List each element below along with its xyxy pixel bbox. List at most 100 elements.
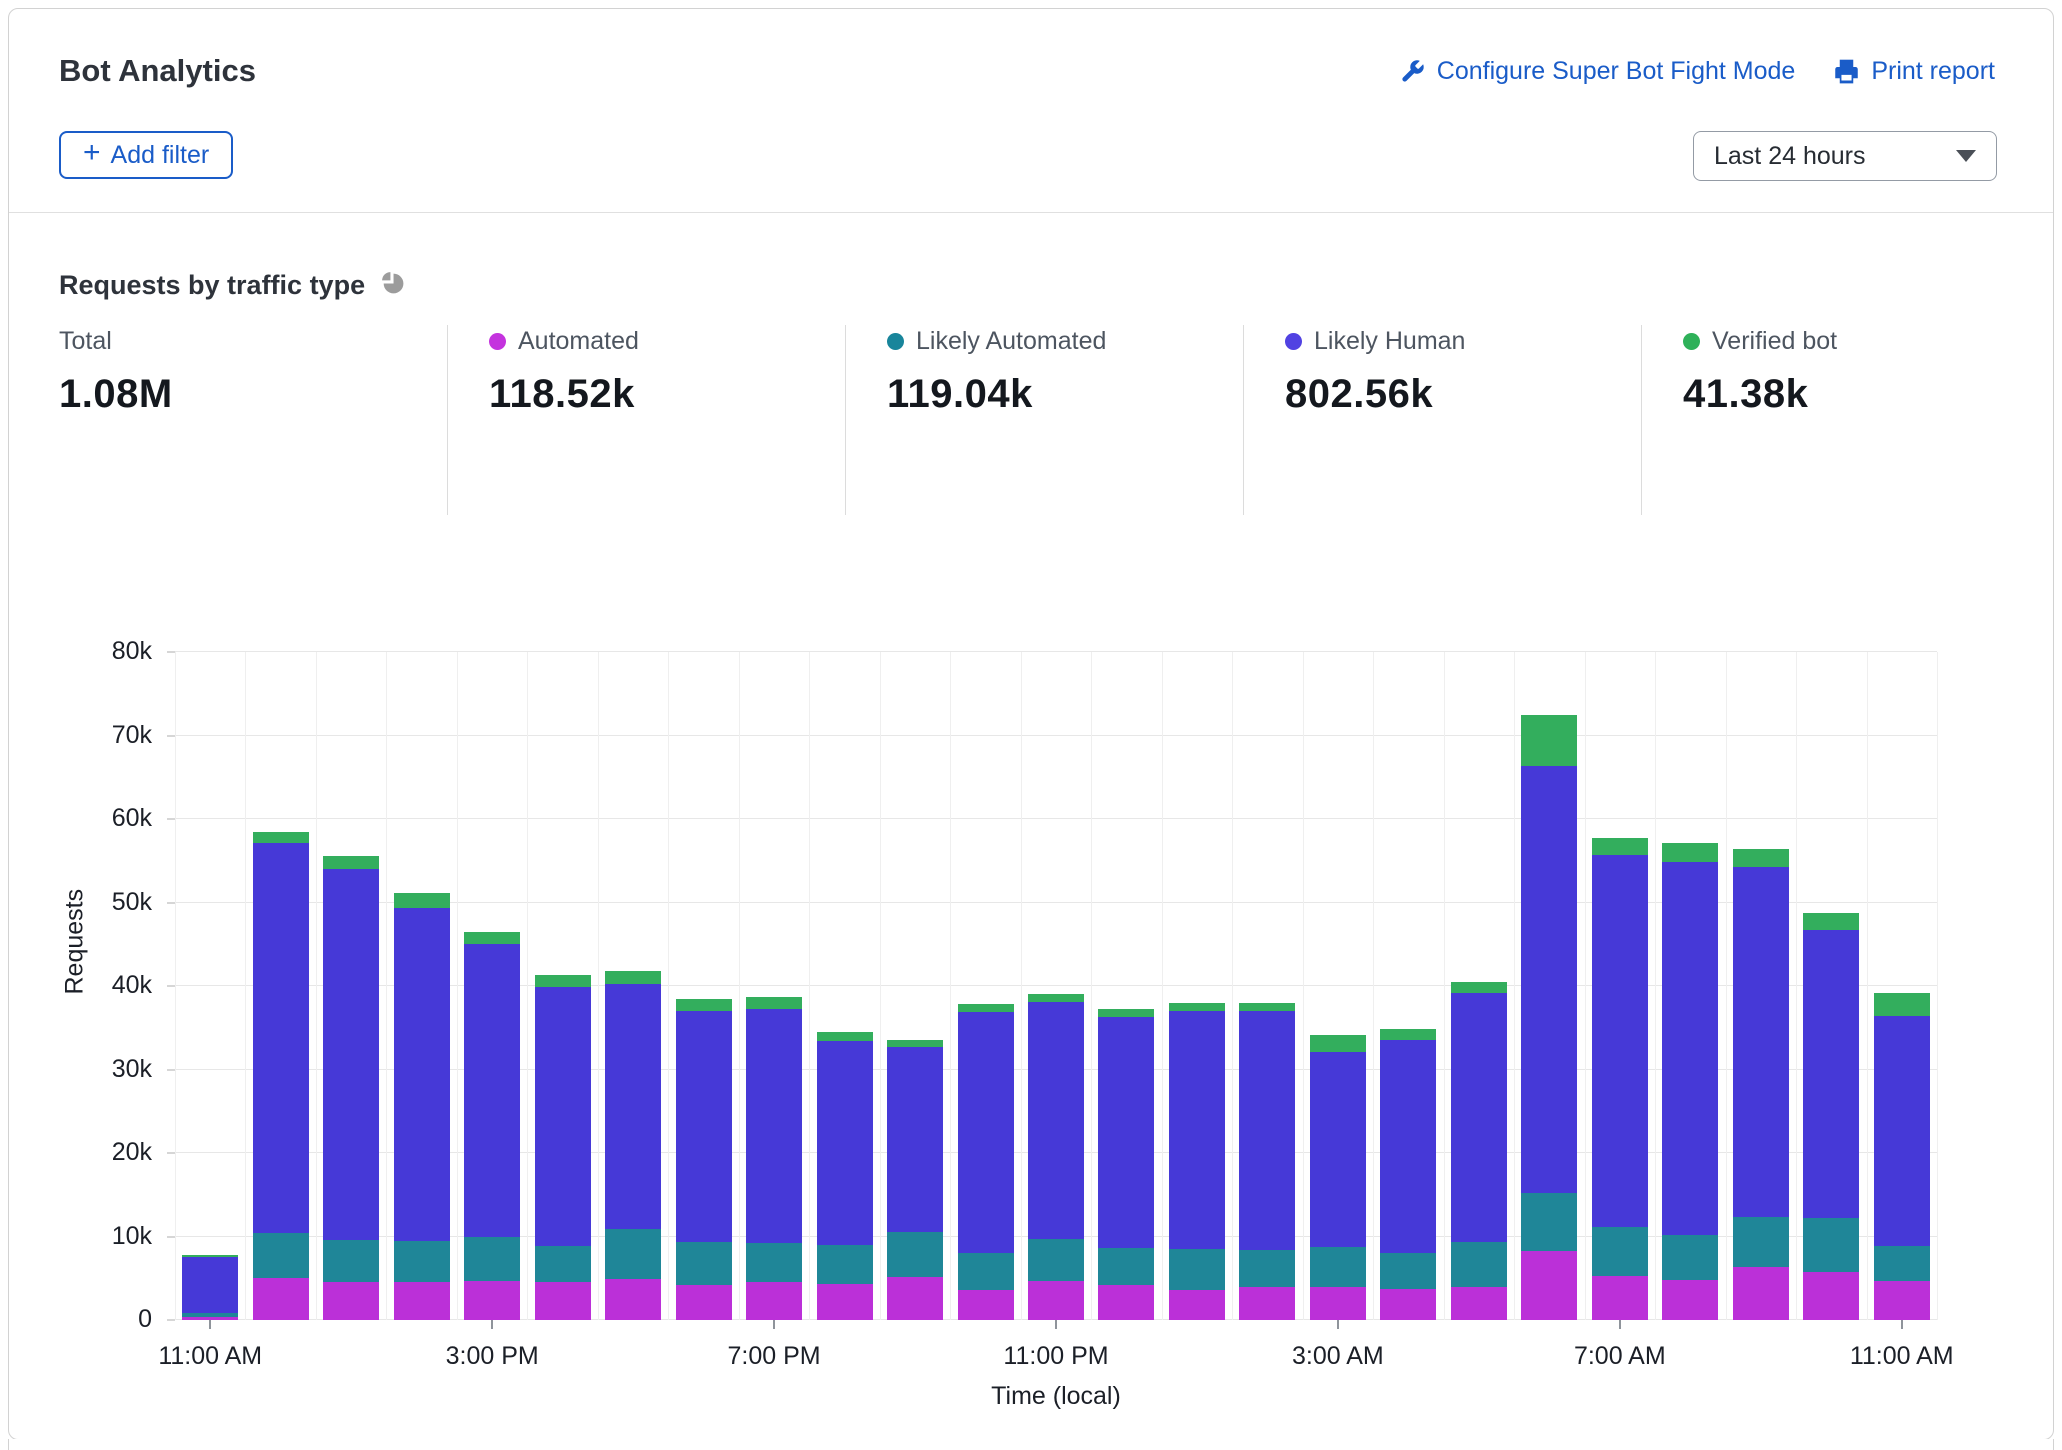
bar-segment-automated[interactable]: [746, 1282, 802, 1320]
bar-7-00-am[interactable]: [1592, 838, 1648, 1320]
bar-8-00-am[interactable]: [1662, 843, 1718, 1320]
bar-11-00-am[interactable]: [182, 1255, 238, 1320]
bar-segment-likely-human[interactable]: [253, 843, 309, 1233]
bar-segment-likely-human[interactable]: [1662, 862, 1718, 1235]
bar-segment-verified-bot[interactable]: [253, 832, 309, 844]
bar-segment-likely-human[interactable]: [535, 987, 591, 1246]
bar-segment-likely-human[interactable]: [1451, 993, 1507, 1243]
bar-segment-likely-human[interactable]: [1028, 1002, 1084, 1239]
bar-segment-automated[interactable]: [535, 1282, 591, 1320]
bar-segment-likely-automated[interactable]: [1874, 1246, 1930, 1281]
bar-segment-verified-bot[interactable]: [535, 975, 591, 987]
bar-segment-automated[interactable]: [1380, 1289, 1436, 1320]
bar-segment-automated[interactable]: [464, 1281, 520, 1320]
bar-segment-automated[interactable]: [1521, 1251, 1577, 1320]
bar-segment-verified-bot[interactable]: [1803, 913, 1859, 931]
bar-segment-likely-human[interactable]: [958, 1012, 1014, 1253]
bar-8-00-pm[interactable]: [817, 1032, 873, 1320]
bar-segment-likely-automated[interactable]: [323, 1240, 379, 1282]
bar-5-00-am[interactable]: [1451, 982, 1507, 1320]
bar-segment-likely-automated[interactable]: [746, 1243, 802, 1282]
bar-segment-likely-automated[interactable]: [1803, 1218, 1859, 1272]
bar-segment-likely-human[interactable]: [1803, 930, 1859, 1218]
bar-segment-likely-automated[interactable]: [1098, 1248, 1154, 1285]
bar-segment-likely-human[interactable]: [887, 1047, 943, 1232]
bar-segment-likely-human[interactable]: [1874, 1016, 1930, 1246]
bar-4-00-am[interactable]: [1380, 1029, 1436, 1320]
bar-segment-likely-human[interactable]: [1521, 766, 1577, 1194]
bar-segment-likely-automated[interactable]: [1521, 1193, 1577, 1251]
bar-segment-automated[interactable]: [605, 1279, 661, 1320]
bar-segment-verified-bot[interactable]: [1733, 849, 1789, 867]
bar-segment-verified-bot[interactable]: [746, 997, 802, 1010]
bar-segment-likely-human[interactable]: [394, 908, 450, 1240]
bar-segment-likely-human[interactable]: [817, 1041, 873, 1245]
bar-3-00-am[interactable]: [1310, 1035, 1366, 1320]
bar-segment-likely-human[interactable]: [1592, 855, 1648, 1227]
bar-6-00-am[interactable]: [1521, 715, 1577, 1320]
bar-segment-verified-bot[interactable]: [1451, 982, 1507, 993]
bar-segment-likely-automated[interactable]: [1380, 1253, 1436, 1289]
bar-segment-automated[interactable]: [676, 1285, 732, 1320]
bar-5-00-pm[interactable]: [605, 971, 661, 1320]
bar-segment-likely-automated[interactable]: [253, 1233, 309, 1278]
bar-segment-likely-automated[interactable]: [676, 1242, 732, 1285]
bar-segment-likely-human[interactable]: [182, 1257, 238, 1312]
bar-segment-automated[interactable]: [1310, 1287, 1366, 1320]
bar-segment-automated[interactable]: [817, 1284, 873, 1320]
bar-segment-verified-bot[interactable]: [817, 1032, 873, 1041]
bar-segment-likely-human[interactable]: [676, 1011, 732, 1241]
bar-10-00-pm[interactable]: [958, 1004, 1014, 1320]
bar-segment-likely-automated[interactable]: [535, 1246, 591, 1283]
bar-segment-verified-bot[interactable]: [1028, 994, 1084, 1002]
bar-segment-verified-bot[interactable]: [1521, 715, 1577, 765]
bar-segment-likely-automated[interactable]: [1239, 1250, 1295, 1288]
bar-2-00-pm[interactable]: [394, 893, 450, 1320]
bar-segment-likely-automated[interactable]: [464, 1237, 520, 1281]
bar-3-00-pm[interactable]: [464, 932, 520, 1320]
bar-segment-verified-bot[interactable]: [1239, 1003, 1295, 1011]
bar-segment-verified-bot[interactable]: [394, 893, 450, 908]
bar-segment-likely-automated[interactable]: [887, 1232, 943, 1276]
bar-segment-automated[interactable]: [253, 1278, 309, 1320]
bar-segment-verified-bot[interactable]: [1874, 993, 1930, 1016]
bar-segment-likely-automated[interactable]: [958, 1253, 1014, 1290]
bar-segment-likely-automated[interactable]: [1592, 1227, 1648, 1276]
bar-11-00-pm[interactable]: [1028, 994, 1084, 1320]
bar-segment-verified-bot[interactable]: [887, 1040, 943, 1047]
bar-segment-verified-bot[interactable]: [676, 999, 732, 1011]
bar-segment-likely-human[interactable]: [1169, 1011, 1225, 1249]
bar-segment-likely-human[interactable]: [1310, 1052, 1366, 1247]
bar-segment-automated[interactable]: [1239, 1287, 1295, 1320]
bar-segment-likely-human[interactable]: [1733, 867, 1789, 1217]
bar-segment-verified-bot[interactable]: [958, 1004, 1014, 1012]
bar-9-00-am[interactable]: [1733, 849, 1789, 1320]
bar-segment-automated[interactable]: [1028, 1281, 1084, 1320]
bar-1-00-pm[interactable]: [323, 856, 379, 1320]
bar-1-00-am[interactable]: [1169, 1003, 1225, 1320]
bar-segment-likely-automated[interactable]: [1028, 1239, 1084, 1281]
add-filter-button[interactable]: + Add filter: [59, 131, 233, 179]
bar-segment-verified-bot[interactable]: [464, 932, 520, 945]
bar-6-00-pm[interactable]: [676, 999, 732, 1320]
time-range-dropdown[interactable]: Last 24 hours: [1693, 131, 1997, 181]
bar-segment-likely-human[interactable]: [464, 944, 520, 1236]
bar-segment-likely-automated[interactable]: [1451, 1242, 1507, 1287]
bar-segment-likely-human[interactable]: [1239, 1011, 1295, 1250]
bar-segment-automated[interactable]: [1098, 1285, 1154, 1320]
bar-segment-automated[interactable]: [1874, 1281, 1930, 1320]
bar-segment-verified-bot[interactable]: [605, 971, 661, 984]
bar-segment-likely-automated[interactable]: [1169, 1249, 1225, 1290]
bar-segment-automated[interactable]: [394, 1282, 450, 1320]
bar-segment-automated[interactable]: [1662, 1280, 1718, 1320]
bar-4-00-pm[interactable]: [535, 975, 591, 1320]
bar-segment-likely-automated[interactable]: [1662, 1235, 1718, 1280]
bar-segment-likely-automated[interactable]: [1733, 1217, 1789, 1267]
bar-segment-verified-bot[interactable]: [1310, 1035, 1366, 1052]
bar-segment-automated[interactable]: [323, 1282, 379, 1320]
bar-segment-automated[interactable]: [958, 1290, 1014, 1320]
bar-segment-verified-bot[interactable]: [1380, 1029, 1436, 1041]
bar-segment-verified-bot[interactable]: [1592, 838, 1648, 855]
bar-12-00-pm[interactable]: [253, 832, 309, 1320]
bar-12-00-am[interactable]: [1098, 1009, 1154, 1320]
